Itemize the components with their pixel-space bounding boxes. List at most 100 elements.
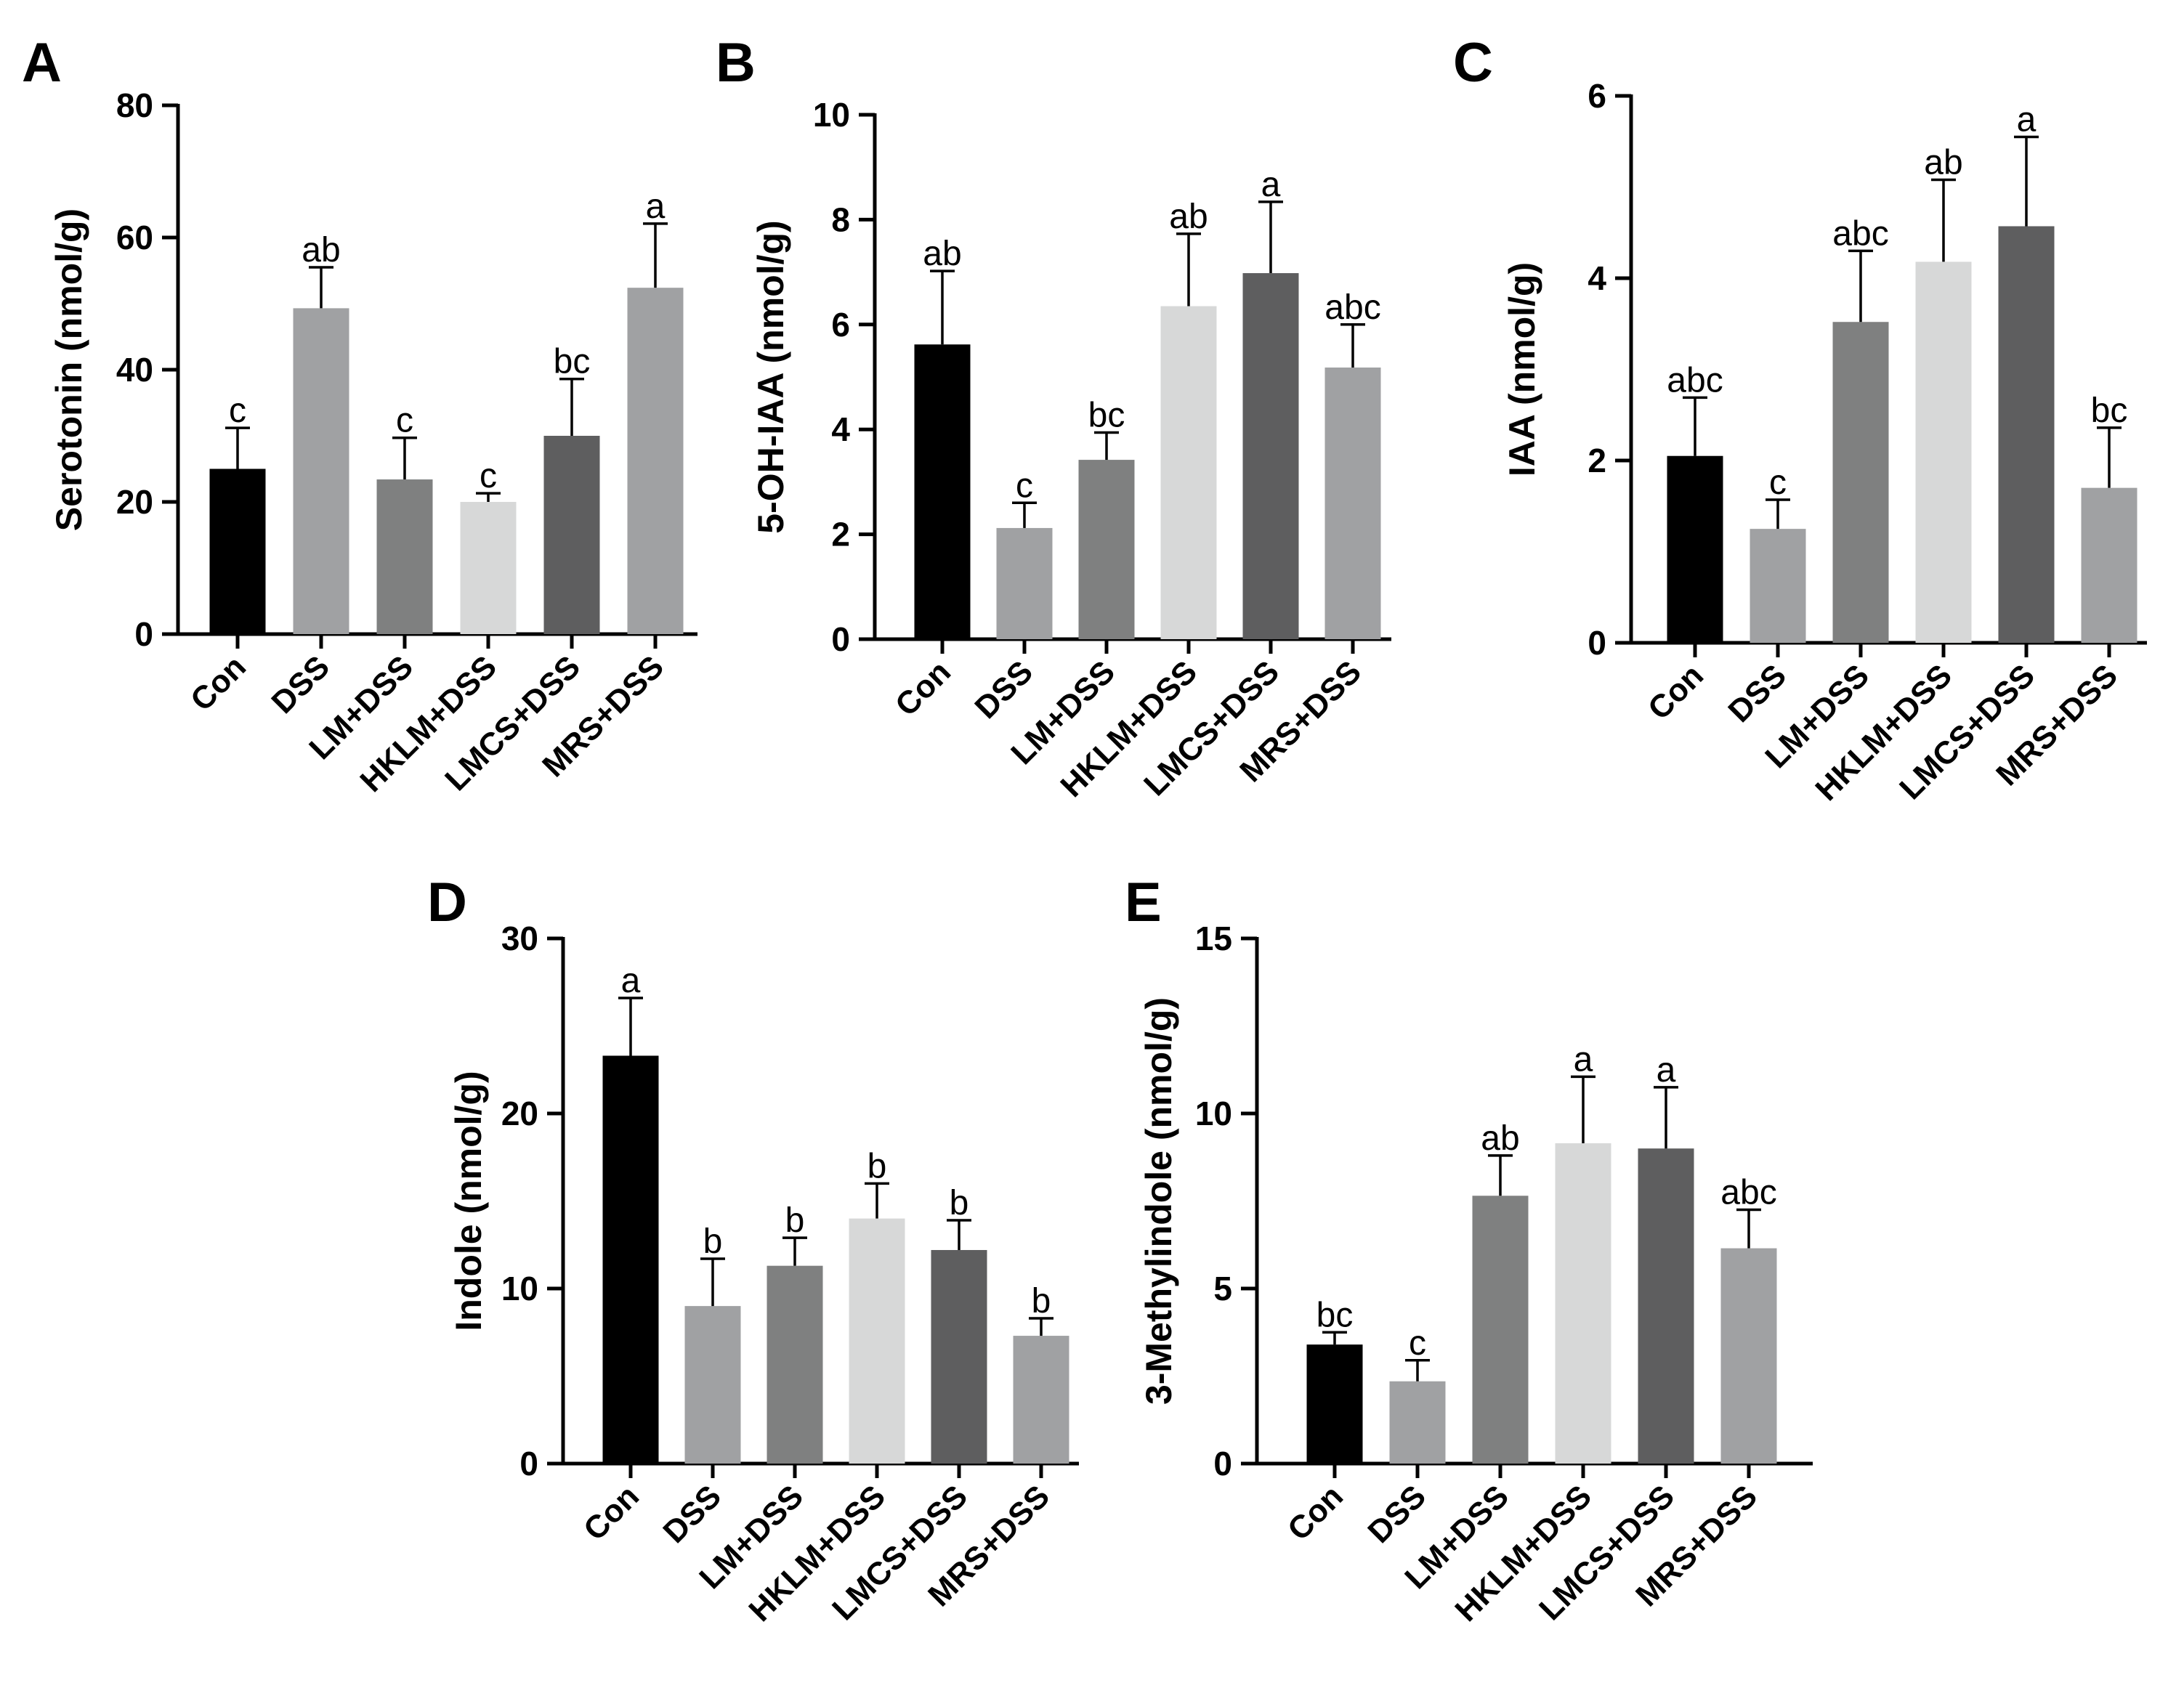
significance-label: abc (1667, 361, 1723, 399)
bar (684, 1306, 741, 1464)
y-tick-label: 0 (1588, 624, 1606, 662)
y-axis-label: Indole (nmol/g) (448, 1071, 489, 1331)
bar (602, 1055, 659, 1464)
significance-label: ab (302, 231, 340, 269)
y-tick-label: 0 (519, 1445, 538, 1482)
significance-label: abc (1832, 214, 1888, 253)
x-tick-label: Con (889, 654, 958, 723)
y-axis-label: 3-Methylindole (nmol/g) (1138, 997, 1179, 1405)
significance-label: bc (554, 343, 591, 381)
significance-label: abc (1324, 288, 1380, 327)
y-tick-label: 4 (1588, 259, 1606, 297)
bar (2081, 487, 2138, 643)
y-tick-label: 6 (1588, 77, 1606, 115)
significance-label: a (621, 962, 641, 1000)
y-tick-label: 0 (134, 615, 153, 653)
bar (1324, 368, 1381, 639)
panel-letter: E (1125, 872, 1162, 933)
significance-label: c (396, 402, 413, 440)
y-axis-label: 5-OH-IAA (nmol/g) (751, 220, 791, 533)
bar (1306, 1344, 1363, 1464)
y-tick-label: 10 (1195, 1095, 1232, 1132)
significance-label: a (1261, 166, 1281, 204)
significance-label: ab (923, 235, 961, 273)
y-axis-label: Serotonin (nmol/g) (49, 208, 89, 531)
x-tick-label: DSS (1361, 1478, 1433, 1550)
bar (1667, 455, 1723, 643)
x-tick-label: Con (184, 649, 253, 718)
significance-label: a (1574, 1040, 1593, 1079)
y-tick-label: 8 (831, 200, 850, 238)
bar (1832, 322, 1889, 643)
x-tick-label: DSS (656, 1478, 728, 1550)
significance-label: c (229, 391, 246, 430)
panel-letter: D (427, 872, 467, 933)
significance-label: a (2017, 100, 2037, 139)
bar (996, 527, 1053, 639)
x-tick-label: Con (1641, 657, 1710, 726)
significance-label: b (867, 1147, 887, 1185)
bar (1915, 261, 1972, 643)
bar (460, 502, 517, 634)
y-tick-label: 10 (501, 1270, 538, 1307)
panel-letter: B (716, 32, 756, 94)
bar (1638, 1148, 1694, 1464)
significance-label: c (1409, 1324, 1426, 1363)
panel-letter: A (22, 32, 62, 94)
y-tick-label: 2 (1588, 442, 1606, 479)
chart-panel-B: B5-OH-IAA (nmol/g)0246810abConcDSSbcLM+D… (716, 32, 1391, 804)
significance-label: b (785, 1201, 805, 1240)
y-tick-label: 0 (1213, 1445, 1232, 1482)
y-axis-label: IAA (nmol/g) (1502, 262, 1542, 476)
bar (767, 1265, 823, 1464)
y-tick-label: 20 (116, 483, 153, 521)
significance-label: bc (1317, 1296, 1354, 1334)
x-tick-label: Con (1281, 1478, 1350, 1547)
y-tick-label: 60 (116, 219, 153, 256)
significance-label: b (703, 1222, 723, 1261)
y-tick-label: 0 (831, 620, 850, 658)
bar (543, 436, 600, 634)
significance-label: a (646, 187, 666, 226)
bar (849, 1218, 905, 1464)
bar (1013, 1336, 1069, 1464)
x-tick-label: DSS (264, 649, 336, 721)
panel-letter: C (1453, 32, 1493, 94)
significance-label: c (1769, 463, 1787, 502)
y-tick-label: 15 (1195, 920, 1232, 957)
bar (1472, 1196, 1529, 1464)
bar (1720, 1248, 1777, 1464)
bar (209, 468, 266, 634)
y-tick-label: 10 (813, 96, 850, 134)
significance-label: a (1657, 1051, 1676, 1090)
significance-label: c (1016, 466, 1033, 505)
bar (627, 288, 684, 634)
y-tick-label: 30 (501, 920, 538, 957)
y-tick-label: 20 (501, 1095, 538, 1132)
x-tick-label: DSS (1721, 657, 1793, 729)
significance-label: bc (2091, 391, 2128, 430)
bar (1998, 226, 2055, 644)
significance-label: abc (1720, 1174, 1776, 1212)
y-tick-label: 4 (831, 410, 850, 448)
significance-label: c (480, 457, 497, 495)
y-tick-label: 80 (116, 86, 153, 124)
y-tick-label: 5 (1213, 1270, 1232, 1307)
bar (1078, 460, 1135, 639)
y-tick-label: 40 (116, 351, 153, 389)
significance-label: ab (1924, 143, 1962, 182)
bar (1242, 273, 1299, 639)
bar (1750, 529, 1806, 643)
y-tick-label: 2 (831, 516, 850, 553)
significance-label: b (1032, 1282, 1051, 1320)
y-tick-label: 6 (831, 306, 850, 344)
x-tick-label: DSS (968, 654, 1040, 726)
significance-label: bc (1088, 397, 1125, 435)
bar (931, 1249, 987, 1464)
bar (1389, 1381, 1446, 1464)
bar (376, 479, 433, 634)
